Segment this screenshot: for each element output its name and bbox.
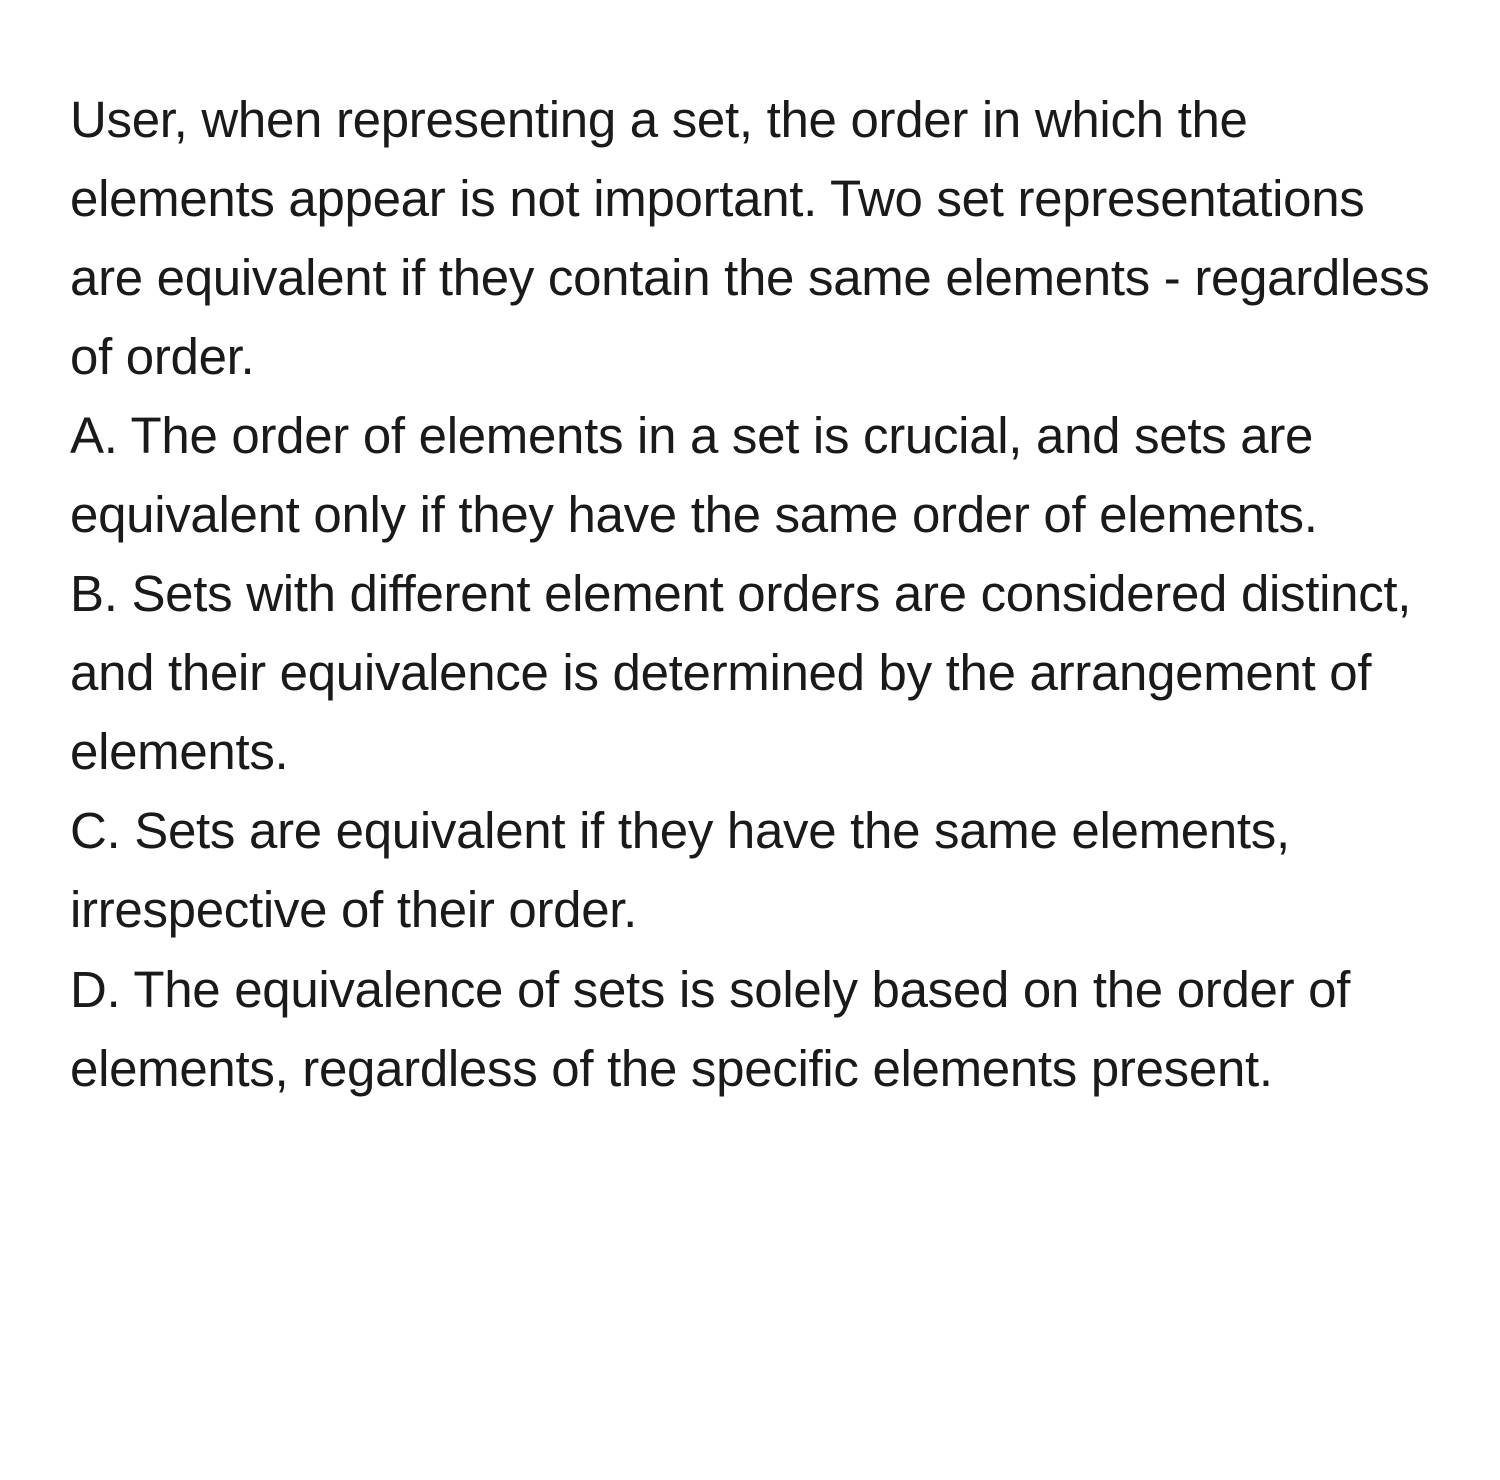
option-b-label: B.: [70, 565, 118, 622]
option-c-text: Sets are equivalent if they have the sam…: [70, 802, 1290, 938]
option-a-text: The order of elements in a set is crucia…: [70, 407, 1318, 543]
quiz-content: User, when representing a set, the order…: [70, 80, 1440, 1108]
option-a: A. The order of elements in a set is cru…: [70, 396, 1440, 554]
option-b-text: Sets with different element orders are c…: [70, 565, 1411, 780]
option-b: B. Sets with different element orders ar…: [70, 554, 1440, 791]
option-d: D. The equivalence of sets is solely bas…: [70, 950, 1440, 1108]
question-text: User, when representing a set, the order…: [70, 80, 1440, 396]
option-c: C. Sets are equivalent if they have the …: [70, 791, 1440, 949]
option-d-text: The equivalence of sets is solely based …: [70, 961, 1350, 1097]
option-d-label: D.: [70, 961, 120, 1018]
option-a-label: A.: [70, 407, 118, 464]
option-c-label: C.: [70, 802, 120, 859]
